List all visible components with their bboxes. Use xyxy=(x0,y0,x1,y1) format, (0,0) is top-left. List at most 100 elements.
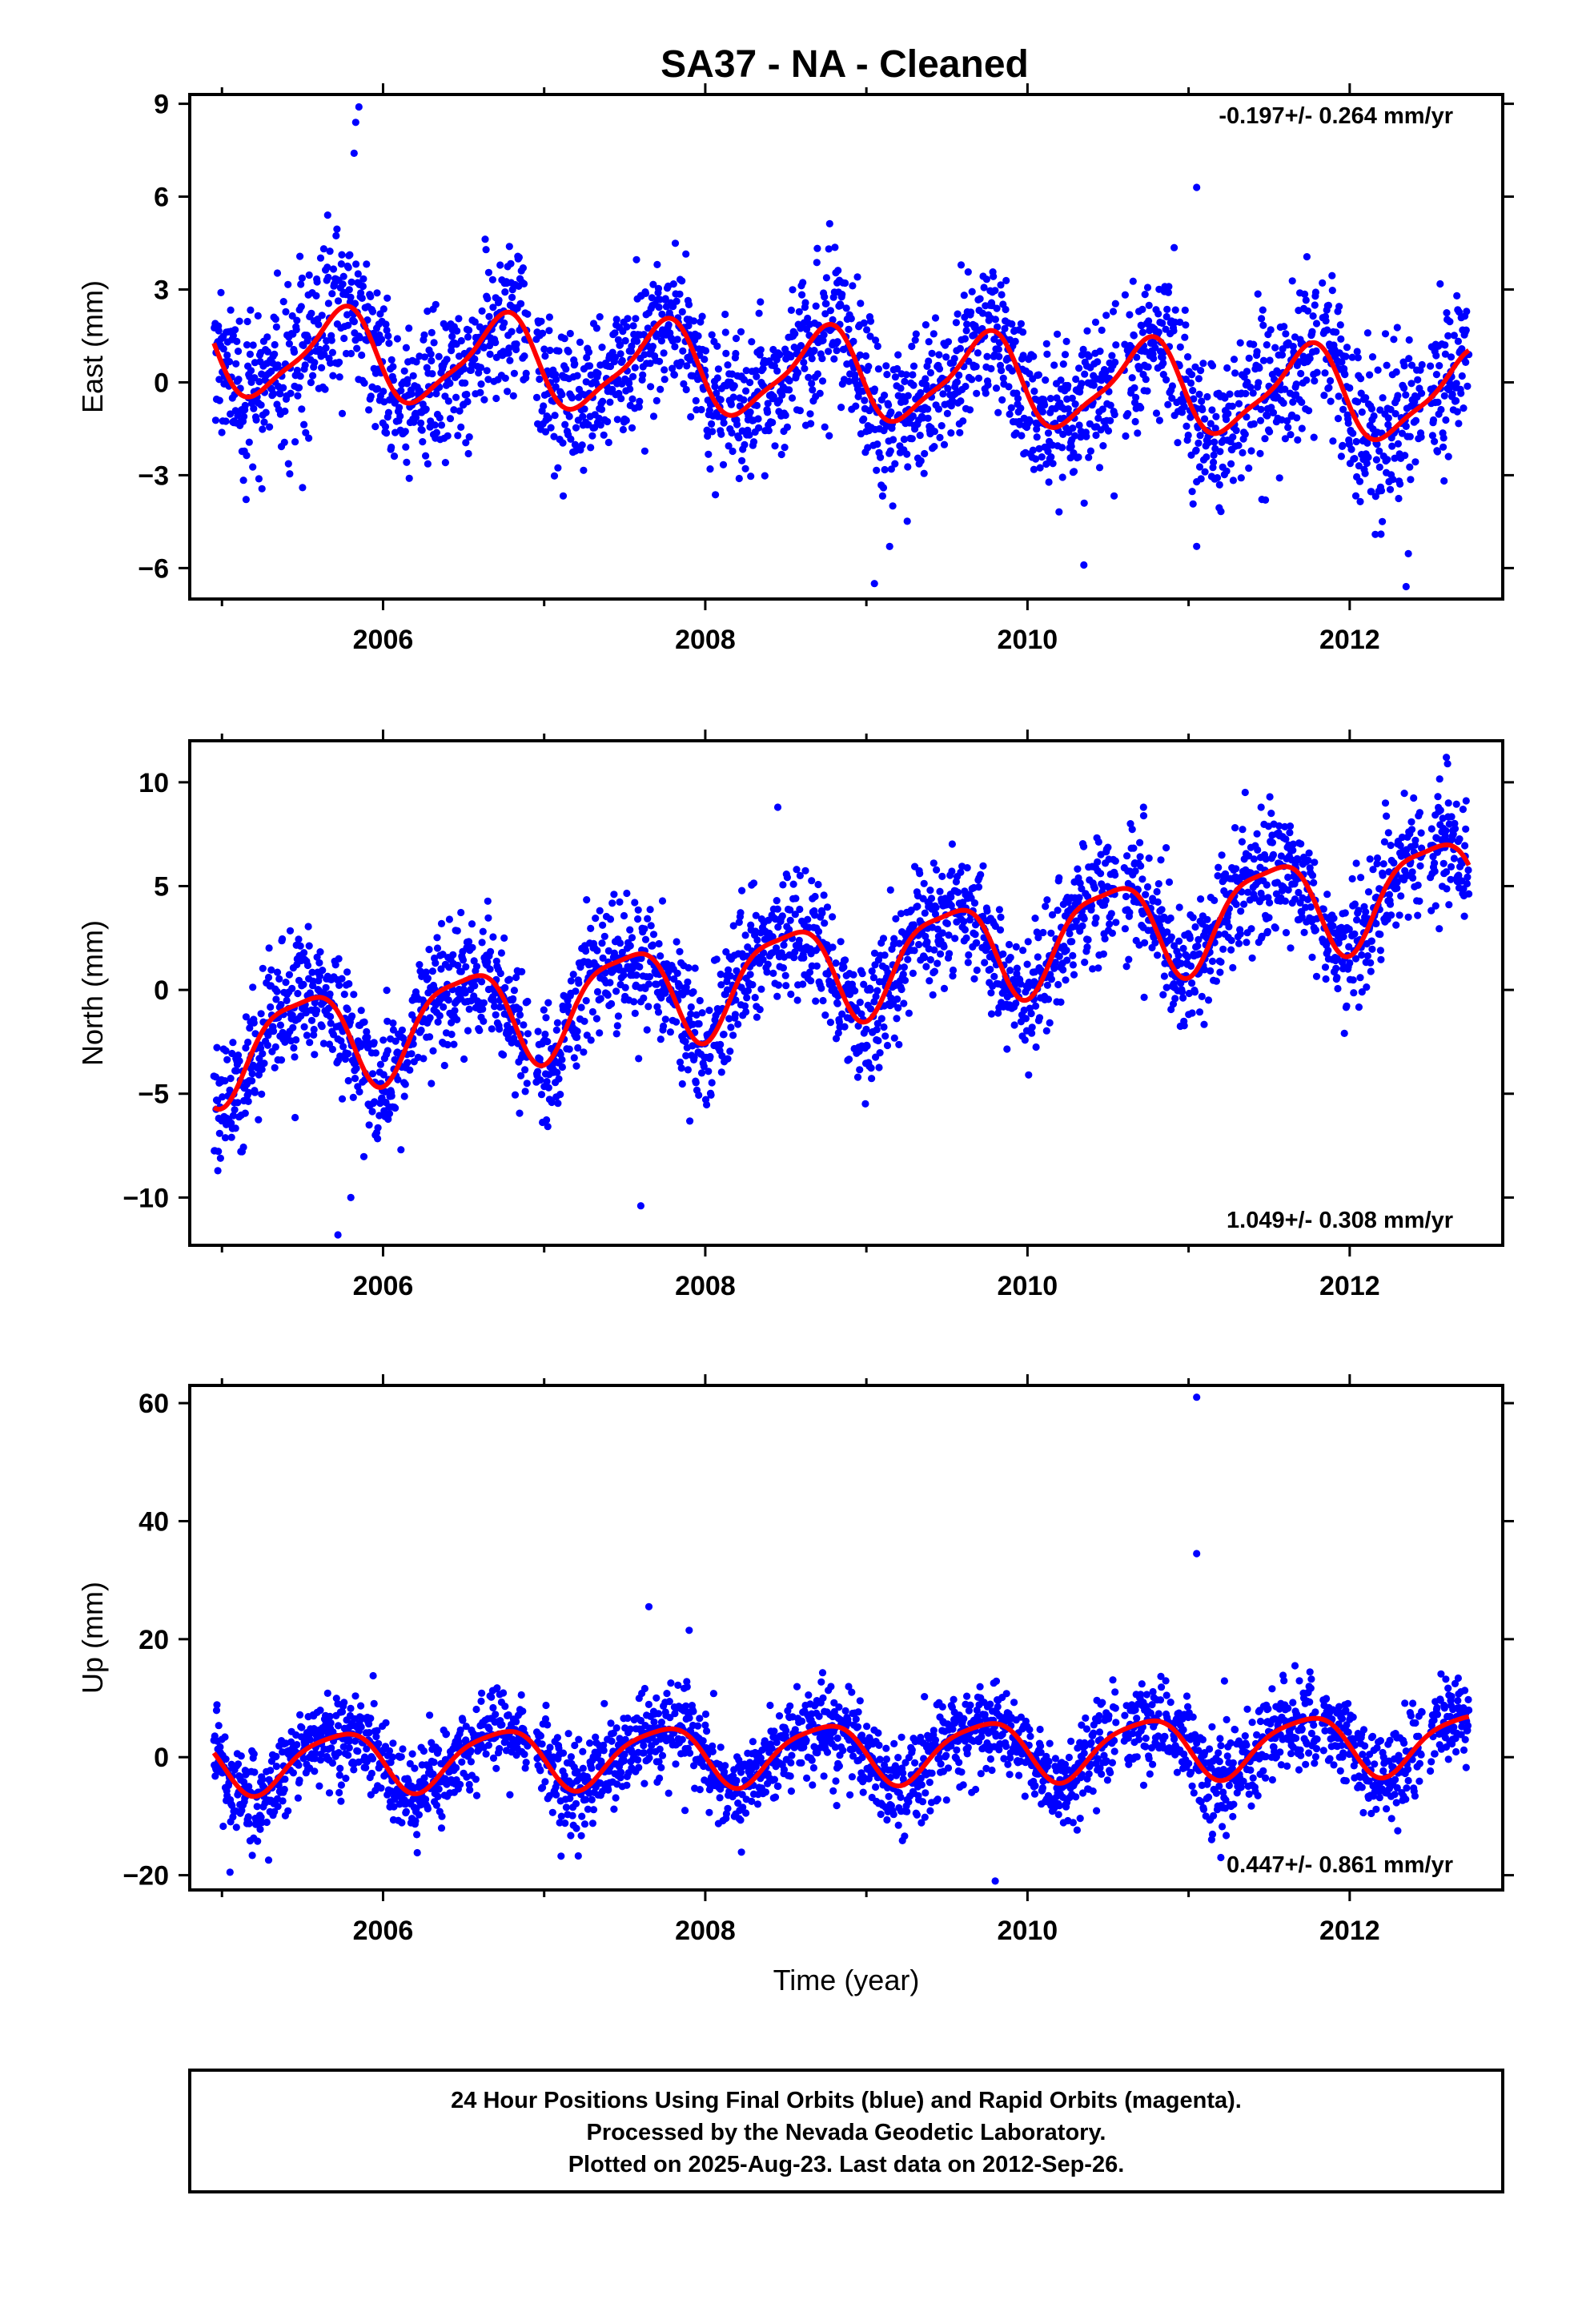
data-point xyxy=(1250,420,1258,428)
data-point xyxy=(698,312,706,320)
data-point xyxy=(861,352,870,360)
data-point xyxy=(706,465,714,473)
data-point xyxy=(1229,476,1237,485)
data-point xyxy=(1002,276,1010,284)
data-point xyxy=(696,996,704,1005)
data-point xyxy=(1367,967,1375,975)
data-point xyxy=(335,358,343,366)
data-point xyxy=(517,300,525,308)
data-point xyxy=(1047,929,1055,937)
y-tick-label: −3 xyxy=(138,460,169,491)
data-point xyxy=(297,303,305,311)
data-point xyxy=(866,986,874,994)
data-point xyxy=(518,967,526,975)
data-point xyxy=(875,1063,883,1072)
data-point xyxy=(1138,875,1146,883)
data-point xyxy=(993,304,1001,312)
data-point xyxy=(214,1097,222,1105)
data-point xyxy=(335,955,343,963)
data-point xyxy=(478,939,486,947)
data-point xyxy=(460,365,468,373)
data-point xyxy=(1130,332,1138,340)
data-point xyxy=(987,989,995,997)
data-point xyxy=(352,260,360,268)
data-point xyxy=(484,958,492,966)
data-point xyxy=(722,349,730,357)
data-point xyxy=(980,283,988,292)
data-point xyxy=(661,366,669,374)
data-point xyxy=(1055,952,1063,960)
data-point xyxy=(860,319,868,327)
data-point xyxy=(1096,348,1104,356)
data-point xyxy=(1239,448,1247,457)
data-point xyxy=(937,950,945,958)
data-point xyxy=(935,365,944,373)
data-point xyxy=(1098,326,1106,334)
data-point xyxy=(250,1019,258,1027)
outlier-point xyxy=(350,149,358,157)
data-point xyxy=(313,278,321,286)
data-point xyxy=(801,866,809,875)
data-point xyxy=(243,341,251,349)
data-point xyxy=(656,1035,665,1043)
data-point xyxy=(1123,852,1131,860)
data-point xyxy=(578,441,586,449)
data-point xyxy=(618,356,626,364)
data-point xyxy=(327,336,335,344)
data-point xyxy=(825,348,833,356)
data-point xyxy=(1135,365,1143,373)
data-point xyxy=(271,315,279,324)
data-point xyxy=(1339,405,1347,413)
data-point xyxy=(1059,430,1067,439)
data-point xyxy=(671,239,680,247)
data-point xyxy=(752,367,760,375)
data-point xyxy=(244,1097,252,1105)
data-point xyxy=(912,330,920,338)
data-point xyxy=(1371,530,1379,538)
data-point xyxy=(1406,432,1414,440)
data-point xyxy=(701,347,710,355)
data-point xyxy=(810,347,818,355)
data-point xyxy=(235,1057,243,1065)
data-point xyxy=(732,996,740,1004)
data-point xyxy=(1151,939,1159,947)
data-point xyxy=(443,990,451,998)
data-point xyxy=(560,335,568,343)
outlier-point xyxy=(355,103,363,111)
data-point xyxy=(956,344,964,352)
data-point xyxy=(778,912,786,920)
data-point xyxy=(1281,897,1289,905)
data-point xyxy=(1266,356,1274,364)
data-point xyxy=(690,1053,698,1061)
data-point xyxy=(486,965,494,973)
data-point xyxy=(1354,354,1362,362)
data-point xyxy=(830,355,838,363)
data-point xyxy=(818,377,827,385)
data-point xyxy=(1266,793,1274,801)
data-point xyxy=(446,415,455,423)
data-point xyxy=(1395,494,1403,503)
data-point xyxy=(544,999,552,1007)
data-point xyxy=(1188,488,1196,496)
data-point xyxy=(1195,463,1204,471)
data-point xyxy=(1455,420,1463,428)
data-point xyxy=(682,385,690,394)
data-point xyxy=(1057,998,1065,1006)
data-point xyxy=(926,977,934,985)
data-point xyxy=(978,309,987,317)
data-point xyxy=(424,460,432,468)
data-point xyxy=(866,317,875,325)
data-point xyxy=(626,385,634,393)
data-point xyxy=(559,492,568,500)
data-point xyxy=(273,968,282,976)
data-point xyxy=(924,414,932,422)
data-point xyxy=(1078,922,1086,930)
data-point xyxy=(628,342,636,350)
data-point xyxy=(295,935,303,943)
data-point xyxy=(1032,455,1040,463)
data-point xyxy=(597,405,606,413)
data-point xyxy=(1131,417,1139,426)
data-point xyxy=(735,434,743,442)
data-point xyxy=(1071,400,1079,408)
data-point xyxy=(1128,826,1136,834)
